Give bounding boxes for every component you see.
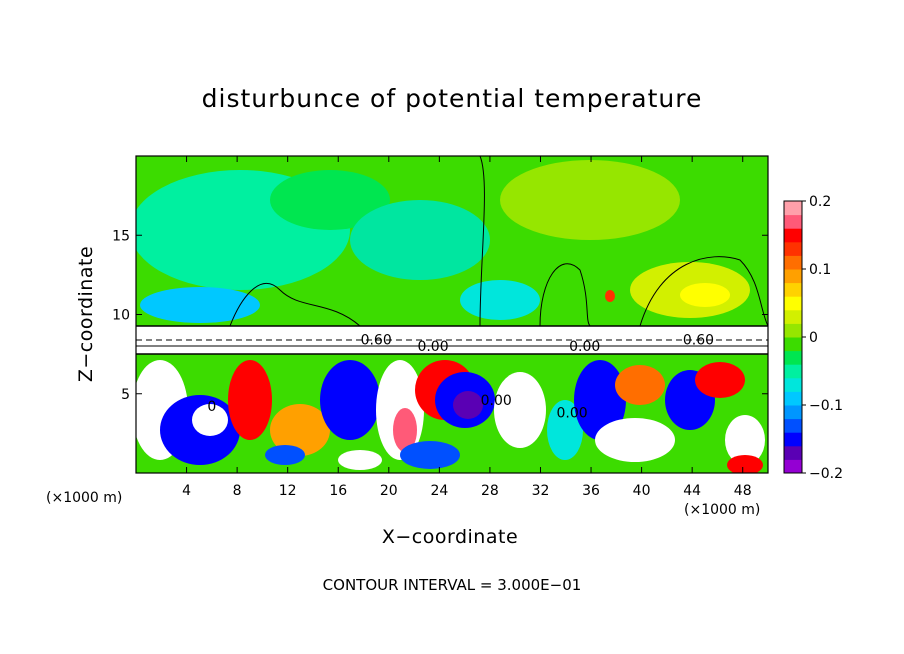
contour-label: 0.00: [481, 393, 512, 409]
y-tick-label: 15: [112, 228, 130, 244]
colorbar-swatch: [784, 405, 802, 420]
contour-label: 0.00: [417, 339, 448, 355]
field-patch: [350, 200, 490, 280]
x-tick-label: 32: [532, 483, 550, 499]
field-patch: [192, 404, 228, 436]
x-tick-label: 8: [233, 483, 242, 499]
x-axis: 4 8 12 16 20 24 28 32 36 40 44 48: [182, 156, 752, 499]
field-patch: [680, 283, 730, 307]
contour-label: 0.60: [683, 333, 714, 349]
x-axis-unit-left: (×1000 m): [46, 490, 123, 506]
contour-line: [229, 283, 361, 327]
colorbar-swatch: [784, 350, 802, 365]
field-patch: [595, 418, 675, 462]
y-tick-label: 5: [121, 387, 130, 403]
contour-label: 0: [207, 399, 216, 415]
x-tick-label: 44: [683, 483, 701, 499]
y-axis: 5 10 15: [112, 228, 768, 403]
colorbar-swatch: [784, 391, 802, 406]
field-patch: [338, 450, 382, 470]
colorbar-swatch: [784, 337, 802, 352]
field-patch: [270, 170, 390, 230]
colorbar-swatch: [784, 418, 802, 433]
contour-label: 0.60: [361, 333, 392, 349]
field-patch: [605, 290, 615, 302]
field-layer: [136, 156, 768, 473]
contour-line: [479, 156, 485, 327]
x-axis-unit-right: (×1000 m): [684, 502, 761, 518]
colorbar-swatch: [784, 364, 802, 379]
field-patch: [725, 415, 765, 465]
colorbar-swatch: [784, 445, 802, 460]
field-patch: [695, 362, 745, 398]
colorbar-swatch: [784, 269, 802, 284]
colorbar-swatch: [784, 323, 802, 338]
contour-label: 0.00: [569, 339, 600, 355]
contour-label: 0.00: [556, 406, 587, 422]
x-tick-label: 12: [279, 483, 297, 499]
colorbar-swatch: [784, 228, 802, 243]
colorbar-swatch: [784, 309, 802, 324]
colorbar-tick-label: −0.1: [809, 398, 843, 414]
x-tick-label: 28: [481, 483, 499, 499]
contour-interval-note: CONTOUR INTERVAL = 3.000E−01: [322, 576, 582, 594]
field-patch: [727, 455, 763, 473]
x-axis-label: X−coordinate: [381, 526, 519, 548]
field-patch: [140, 287, 260, 323]
chart-title: disturbunce of potential temperature: [201, 84, 703, 113]
colorbar-tick-label: 0: [809, 330, 818, 346]
contour-line: [136, 325, 768, 355]
y-tick-label: 10: [112, 308, 130, 324]
colorbar: 0.2 0.1 0 −0.1 −0.2: [783, 194, 843, 482]
colorbar-swatch: [784, 432, 802, 447]
x-tick-label: 16: [329, 483, 347, 499]
colorbar-swatch: [784, 296, 802, 311]
field-patch: [615, 365, 665, 405]
colorbar-tick-label: 0.1: [809, 262, 831, 278]
x-tick-label: 48: [734, 483, 752, 499]
field-patch: [460, 280, 540, 320]
colorbar-swatch: [784, 459, 802, 474]
x-tick-label: 36: [582, 483, 600, 499]
contour-labels: 0.60 0.00 0.00 0.60 0.00 0.00 0: [207, 333, 714, 422]
colorbar-tick-label: −0.2: [809, 466, 843, 482]
x-tick-label: 4: [182, 483, 191, 499]
colorbar-swatch: [784, 377, 802, 392]
colorbar-swatch: [784, 214, 802, 229]
colorbar-tick-label: 0.2: [809, 194, 831, 210]
colorbar-swatch: [784, 282, 802, 297]
field-patch: [320, 360, 380, 440]
contour-line: [539, 263, 591, 327]
field-patch: [453, 391, 483, 419]
field-patch: [265, 445, 305, 465]
colorbar-swatch: [784, 201, 802, 216]
field-patch: [393, 408, 417, 452]
field-patch: [228, 360, 272, 440]
colorbar-swatch: [784, 241, 802, 256]
field-patch: [400, 441, 460, 469]
y-axis-label: Z−coordinate: [75, 245, 97, 383]
field-patch: [270, 404, 330, 456]
x-tick-label: 24: [430, 483, 448, 499]
colorbar-swatch: [784, 255, 802, 270]
x-tick-label: 20: [380, 483, 398, 499]
field-patch: [574, 360, 626, 440]
field-patch: [500, 160, 680, 240]
contour-line: [639, 256, 768, 327]
x-tick-label: 40: [633, 483, 651, 499]
field-patch: [547, 400, 583, 460]
field-patch: [494, 372, 546, 448]
